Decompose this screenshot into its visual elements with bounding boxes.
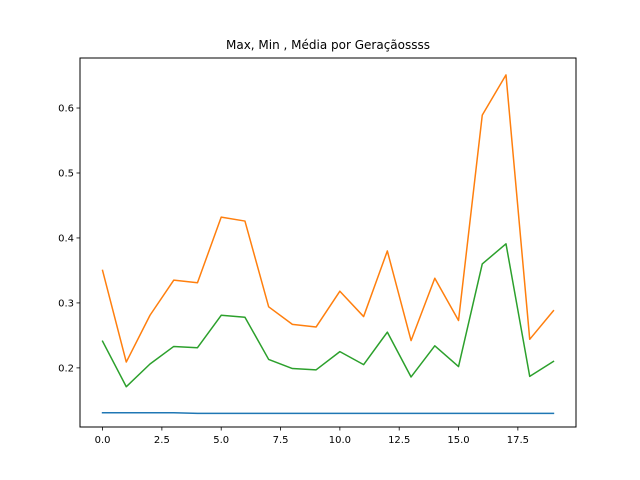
x-axis-ticks: 0.0 2.5 5.0 7.5 10.0 12.5 15.0 17.5 xyxy=(95,427,529,446)
y-tick-label: 0.6 xyxy=(58,104,74,115)
y-tick-label: 0.2 xyxy=(58,363,74,374)
y-tick-label: 0.4 xyxy=(58,233,74,244)
series-layer xyxy=(101,74,555,415)
x-tick-label: 0.0 xyxy=(95,435,111,446)
y-axis-ticks: 0.2 0.3 0.4 0.5 0.6 xyxy=(58,104,80,374)
y-tick-label: 0.5 xyxy=(58,168,74,179)
series-line-1 xyxy=(101,74,555,363)
x-tick-label: 5.0 xyxy=(213,435,229,446)
x-tick-label: 10.0 xyxy=(329,435,351,446)
x-tick-label: 12.5 xyxy=(388,435,410,446)
x-tick-label: 15.0 xyxy=(447,435,469,446)
series-line-2 xyxy=(101,243,555,388)
x-tick-label: 7.5 xyxy=(273,435,289,446)
y-tick-label: 0.3 xyxy=(58,298,74,309)
chart-title: Max, Min , Média por Geraçãossss xyxy=(226,38,430,52)
plot-frame xyxy=(79,57,577,428)
x-tick-label: 2.5 xyxy=(154,435,170,446)
series-line-0 xyxy=(101,411,555,415)
axes-layer xyxy=(79,57,577,428)
x-tick-label: 17.5 xyxy=(507,435,529,446)
